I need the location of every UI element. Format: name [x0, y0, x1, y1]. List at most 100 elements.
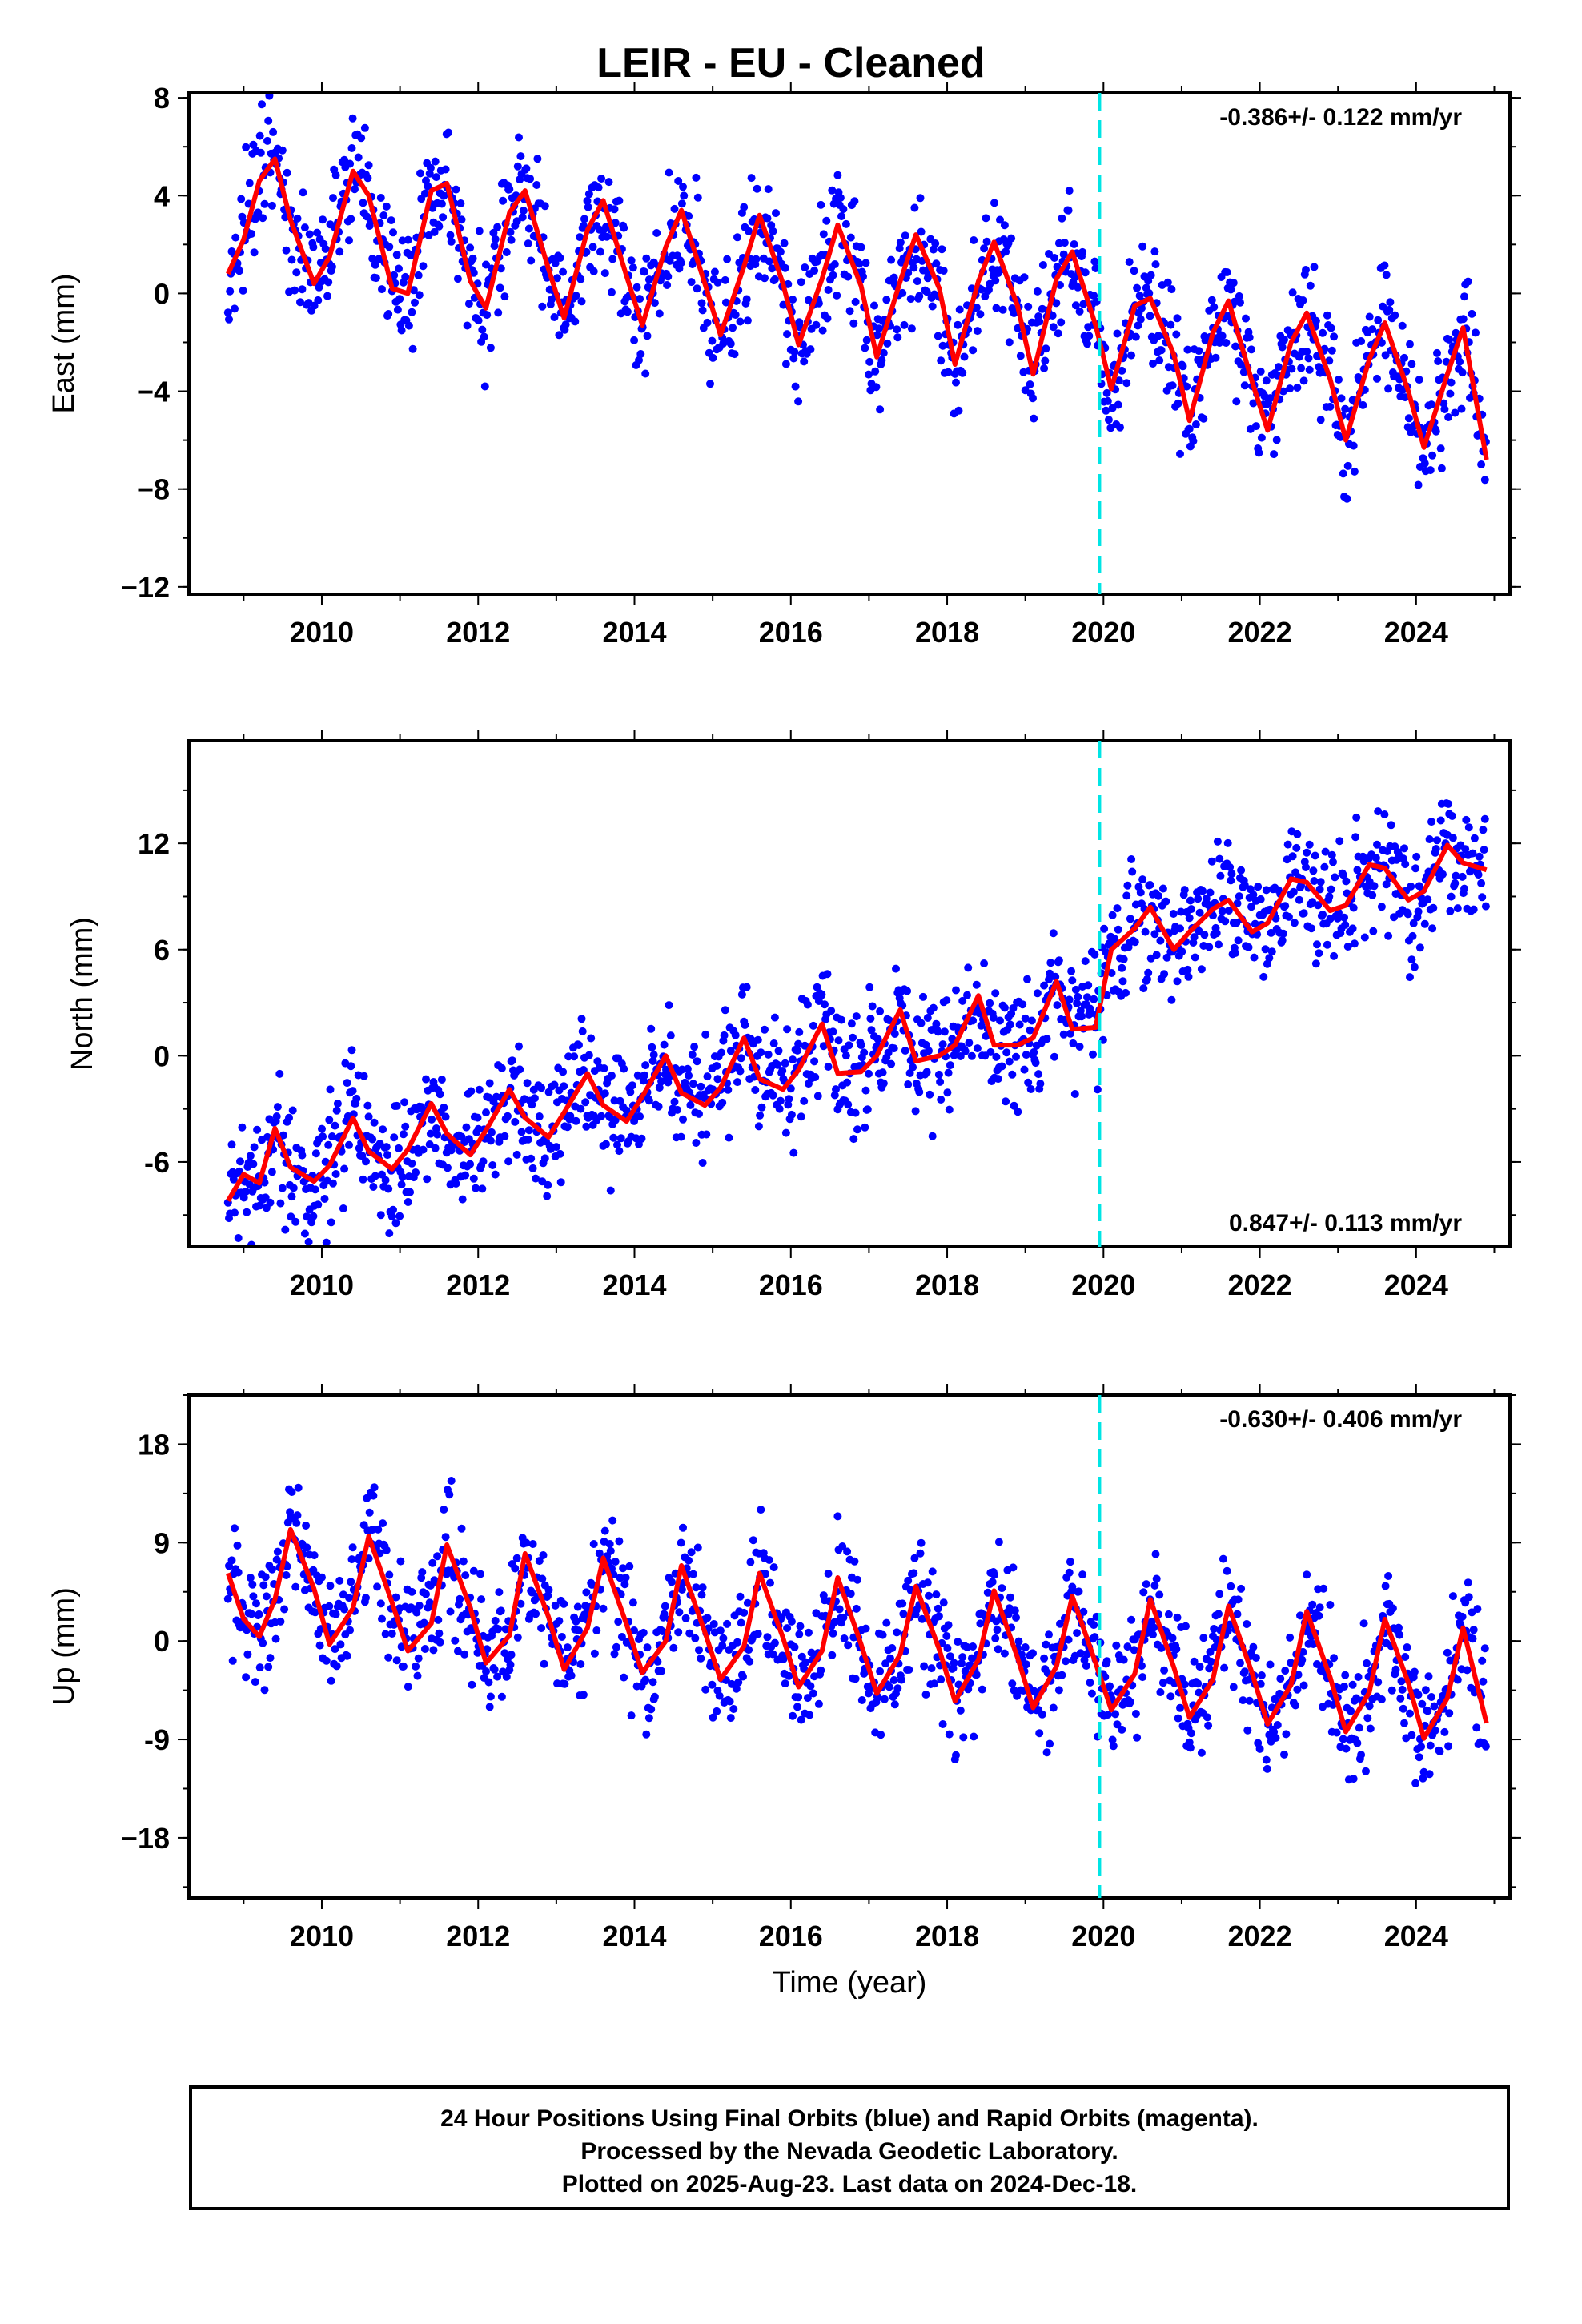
- data-point: [269, 127, 278, 136]
- data-point: [476, 1570, 484, 1578]
- data-point: [781, 1679, 789, 1688]
- data-point: [397, 1180, 406, 1189]
- data-point: [795, 1630, 804, 1638]
- data-point: [567, 1671, 576, 1680]
- data-point: [674, 177, 683, 185]
- data-point: [475, 1085, 484, 1094]
- data-point: [1469, 905, 1478, 914]
- data-point: [530, 1094, 539, 1103]
- data-point: [655, 309, 664, 318]
- data-point: [1216, 871, 1225, 880]
- data-point: [528, 1164, 537, 1172]
- data-point: [1385, 305, 1394, 314]
- data-point: [1340, 1683, 1348, 1691]
- data-point: [929, 1003, 938, 1012]
- data-point: [892, 964, 900, 973]
- data-point: [1315, 949, 1323, 958]
- data-point: [1349, 903, 1358, 912]
- data-point: [796, 1622, 805, 1630]
- data-point: [1054, 329, 1062, 338]
- data-point: [1049, 929, 1058, 938]
- data-point: [1150, 247, 1159, 256]
- data-point: [789, 354, 798, 363]
- data-point: [1056, 1619, 1064, 1628]
- data-point: [1407, 882, 1415, 891]
- data-point: [1315, 1611, 1323, 1620]
- data-point: [331, 1645, 339, 1654]
- data-point: [1293, 830, 1302, 838]
- data-point: [227, 1556, 236, 1565]
- data-point: [733, 1638, 741, 1647]
- data-point: [640, 1071, 648, 1080]
- data-point: [526, 175, 535, 183]
- data-point: [911, 1107, 920, 1116]
- data-point: [1397, 1677, 1406, 1686]
- data-point: [737, 990, 746, 999]
- data-point: [1279, 387, 1287, 396]
- data-point: [1273, 1721, 1282, 1729]
- data-point: [641, 1675, 650, 1684]
- data-point: [1307, 924, 1315, 933]
- data-point: [582, 1122, 591, 1131]
- data-point: [1066, 1029, 1074, 1038]
- data-point: [938, 245, 946, 254]
- data-point: [486, 344, 495, 352]
- panel-up: 2010 2012 2014 2016 2018 2020 2022 20241890-9−1…: [47, 1384, 1521, 2000]
- data-point: [1041, 356, 1050, 365]
- data-point: [512, 1150, 521, 1159]
- data-point: [231, 1524, 239, 1533]
- chart-title: LEIR - EU - Cleaned: [596, 40, 985, 86]
- data-point: [1029, 394, 1037, 403]
- data-point: [1054, 1686, 1063, 1695]
- data-point: [642, 1730, 651, 1739]
- data-point: [543, 1192, 552, 1200]
- data-point: [1411, 1779, 1420, 1787]
- data-point: [490, 1665, 499, 1674]
- data-point: [1155, 1590, 1164, 1599]
- data-point: [865, 1689, 873, 1698]
- data-point: [1244, 943, 1253, 951]
- data-point: [1146, 881, 1154, 889]
- data-point: [1074, 1587, 1083, 1596]
- data-point: [904, 1576, 913, 1585]
- data-point: [701, 1030, 710, 1039]
- data-point: [1114, 400, 1122, 409]
- data-point: [885, 1683, 893, 1691]
- data-point: [1026, 1085, 1035, 1093]
- x-axis-label: Time (year): [773, 1966, 927, 2000]
- data-point: [1195, 908, 1204, 917]
- data-point: [615, 196, 624, 205]
- data-point: [1049, 1703, 1058, 1712]
- data-point: [829, 1629, 837, 1638]
- plot-area: [223, 799, 1490, 1245]
- data-point: [329, 194, 337, 203]
- data-point: [833, 291, 841, 300]
- data-point: [990, 199, 998, 207]
- data-point: [412, 1608, 421, 1617]
- data-point: [309, 1212, 318, 1220]
- data-point: [644, 1714, 653, 1723]
- data-point: [437, 199, 446, 208]
- data-point: [480, 332, 488, 341]
- data-point: [893, 1684, 902, 1693]
- data-point: [576, 1104, 585, 1113]
- data-point: [522, 164, 531, 173]
- data-point: [287, 1488, 296, 1496]
- data-point: [602, 1140, 610, 1148]
- data-point: [850, 1557, 859, 1566]
- data-point: [375, 255, 383, 263]
- data-point: [737, 1054, 745, 1063]
- data-point: [1287, 364, 1296, 373]
- data-point: [371, 274, 380, 283]
- data-point: [1424, 1672, 1433, 1681]
- data-point: [1427, 400, 1435, 409]
- data-point: [986, 999, 994, 1007]
- data-point: [551, 259, 560, 267]
- data-point: [398, 1172, 407, 1181]
- data-point: [396, 295, 404, 304]
- data-point: [1403, 1643, 1411, 1651]
- data-point: [1452, 871, 1460, 880]
- data-point: [273, 1103, 282, 1112]
- data-point: [903, 987, 912, 995]
- data-point: [505, 185, 514, 194]
